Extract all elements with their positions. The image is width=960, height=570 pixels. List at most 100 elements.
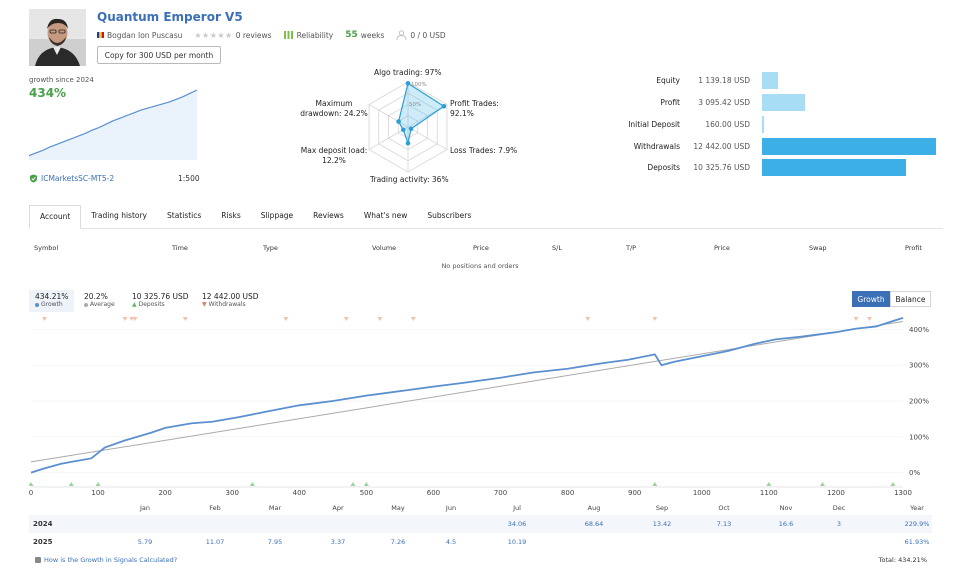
mini-growth-line (29, 89, 198, 157)
mini-growth-chart (29, 89, 198, 160)
month-value: 3.37 (330, 538, 346, 546)
radar-label-drawdown: Maximum drawdown: 24.2% (300, 99, 368, 118)
subscribers: 0 / 0 USD (396, 30, 446, 40)
col-tp: T/P (626, 244, 637, 252)
balance-row-withdrawals: Withdrawals 12 442.00 USD (580, 137, 936, 155)
x-tick-label: 500 (359, 489, 374, 497)
deposit-marker (820, 482, 826, 486)
x-tick-label: 0 (28, 489, 34, 497)
broker[interactable]: ICMarketsSC-MT5-2 (29, 174, 114, 183)
y-tick-label: 300% (909, 362, 929, 370)
signal-title[interactable]: Quantum Emperor V5 (97, 10, 243, 24)
x-tick-label: 400 (292, 489, 306, 497)
tab-whats-new[interactable]: What's new (363, 211, 408, 220)
balance-label: Profit (660, 97, 680, 107)
withdrawal-marker (129, 317, 135, 321)
reviews[interactable]: ★★★★★ 0 reviews (194, 31, 271, 40)
tab-risks[interactable]: Risks (221, 211, 241, 220)
radar-label-profit: Profit Trades: 92.1% (450, 99, 499, 118)
help-link[interactable]: How is the Growth in Signals Calculated? (35, 556, 177, 564)
x-tick-label: 100 (91, 489, 105, 497)
book-icon (35, 557, 41, 563)
month-header: Feb (209, 504, 221, 512)
radar-label-activity: Trading activity: 36% (370, 175, 449, 184)
stat-average-label: Average (90, 301, 115, 308)
balance-row-initial-deposit: Initial Deposit 160.00 USD (580, 115, 765, 133)
month-value: 13.42 (652, 520, 672, 528)
withdrawal-marker (132, 317, 138, 321)
stat-deposits[interactable]: 10 325.76 USD ▲ Deposits (126, 290, 195, 312)
romania-flag-icon (97, 32, 104, 38)
series-average-line (30, 320, 904, 463)
reliability-bars-icon (283, 31, 293, 39)
deposit-marker (350, 482, 356, 486)
weeks-value: 55 (345, 30, 358, 40)
stat-withdrawals[interactable]: 12 442.00 USD ▼ Withdrawals (196, 290, 265, 312)
deposit-marker (363, 482, 369, 486)
balance-label: Withdrawals (633, 141, 680, 151)
stat-growth-value: 434.21% (35, 292, 69, 301)
total-growth: Total: 434.21% (878, 556, 927, 564)
month-header: Jan (139, 504, 151, 512)
month-header: Apr (332, 504, 344, 512)
stat-withdrawals-label: Withdrawals (208, 301, 246, 308)
balance-row-deposits: Deposits 10 325.76 USD (580, 158, 907, 176)
radar-ring-100: 100% (411, 82, 427, 88)
withdrawal-marker (652, 317, 658, 321)
tab-statistics[interactable]: Statistics (167, 211, 202, 220)
avatar[interactable] (29, 9, 86, 66)
radar-point (441, 103, 447, 109)
month-header: Jul (513, 504, 521, 512)
month-header: Oct (718, 504, 730, 512)
col-time: Time (172, 244, 188, 252)
growth-toggle-button[interactable]: Growth (852, 291, 890, 307)
weeks: 55 weeks (345, 30, 384, 40)
x-tick-label: 600 (426, 489, 441, 497)
month-header: Jun (445, 504, 457, 512)
month-value: 4.5 (445, 538, 457, 546)
month-value: 7.95 (267, 538, 283, 546)
withdrawal-marker (343, 317, 349, 321)
stat-growth[interactable]: 434.21% Growth (29, 290, 75, 312)
tab-subscribers[interactable]: Subscribers (427, 211, 472, 220)
radar-point (396, 119, 401, 124)
copy-button[interactable]: Copy for 300 USD per month (97, 46, 221, 64)
col-swap: Swap (809, 244, 827, 252)
withdrawal-marker (585, 317, 591, 321)
col-volume: Volume (372, 244, 397, 252)
radar-axis (407, 126, 448, 150)
stat-deposits-label: Deposits (138, 301, 165, 308)
author-name: Bogdan Ion Puscasu (107, 30, 183, 40)
x-tick-label: 300 (225, 489, 239, 497)
stat-average[interactable]: 20.2% Average (78, 290, 121, 312)
withdrawal-marker (377, 317, 383, 321)
balance-toggle-button[interactable]: Balance (890, 291, 931, 307)
growth-since-value: 434% (29, 86, 67, 100)
tab-reviews[interactable]: Reviews (313, 211, 344, 220)
withdrawal-marker (182, 317, 188, 321)
deposit-marker (652, 482, 658, 486)
month-value: 7.13 (716, 520, 732, 528)
stat-withdrawals-value: 12 442.00 USD (202, 292, 259, 301)
tab-trading-history[interactable]: Trading history (91, 211, 147, 220)
author[interactable]: Bogdan Ion Puscasu (97, 31, 182, 40)
stat-average-value: 20.2% (84, 292, 108, 301)
col-price: Price (473, 244, 489, 252)
year-label: 2025 (33, 538, 53, 546)
radar-label-algo: Algo trading: 97% (374, 68, 442, 77)
radar-label-deposit: Max deposit load: 12.2% (300, 146, 368, 165)
stat-deposits-value: 10 325.76 USD (132, 292, 189, 301)
month-value: 34.06 (507, 520, 527, 528)
balance-bar (762, 115, 765, 133)
balance-bar (762, 71, 778, 89)
month-header: Nov (779, 504, 793, 512)
month-header: Mar (268, 504, 282, 512)
tab-account[interactable]: Account (29, 205, 82, 229)
x-tick-label: 1200 (827, 489, 845, 497)
tab-slippage[interactable]: Slippage (260, 211, 294, 220)
positions-header: Symbol Time Type Volume Price S/L T/P Pr… (29, 244, 929, 254)
month-value: 5.79 (137, 538, 153, 546)
stat-growth-label: Growth (41, 301, 63, 308)
reliability: Reliability (283, 31, 333, 40)
deposit-marker (249, 482, 255, 486)
